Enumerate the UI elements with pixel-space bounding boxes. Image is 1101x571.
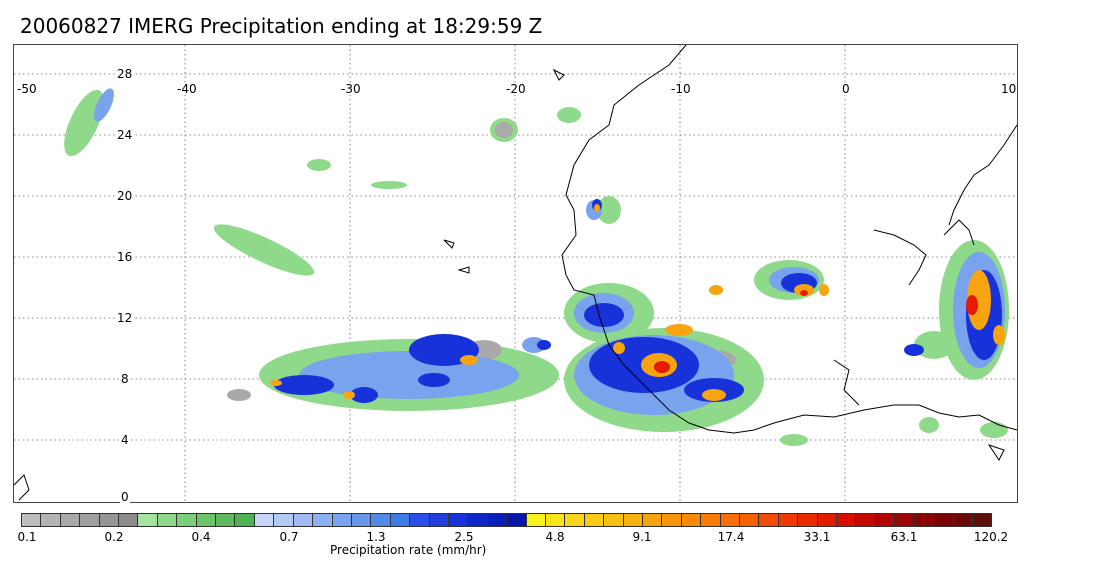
colorbar-swatch [662, 514, 682, 526]
colorbar-swatch [740, 514, 760, 526]
colorbar-swatch [429, 514, 449, 526]
colorbar-swatch [526, 514, 546, 526]
colorbar-swatch [390, 514, 411, 526]
lon-label: 10 [1000, 82, 1018, 96]
colorbar-tick-label: 0.2 [104, 530, 124, 544]
rain-extreme [654, 290, 978, 373]
colorbar-swatch [468, 514, 488, 526]
colorbar-tick-label: 33.1 [803, 530, 831, 544]
lat-label: 24 [116, 128, 134, 142]
colorbar-tick-label: 120.2 [973, 530, 1009, 544]
colorbar [21, 513, 992, 527]
colorbar-swatch [60, 514, 81, 526]
colorbar-swatch [138, 514, 158, 526]
colorbar-tick-label: 1.3 [366, 530, 386, 544]
colorbar-swatch [80, 514, 100, 526]
lat-label: 8 [120, 372, 130, 386]
lat-label: 16 [116, 250, 134, 264]
colorbar-label: Precipitation rate (mm/hr) [330, 543, 487, 557]
colorbar-tick-label: 9.1 [632, 530, 652, 544]
colorbar-tick-label: 0.1 [17, 530, 37, 544]
colorbar-swatch [351, 514, 372, 526]
lon-label: -30 [340, 82, 362, 96]
colorbar-swatch [720, 514, 741, 526]
colorbar-swatch [507, 514, 527, 526]
colorbar-swatch [817, 514, 838, 526]
precipitation-map: -50 -40 -30 -20 -10 0 10 28 24 20 16 12 … [13, 44, 1018, 503]
map-gridlines [14, 45, 1017, 502]
colorbar-swatch [837, 514, 857, 526]
colorbar-swatch [759, 514, 779, 526]
colorbar-tick-label: 0.4 [191, 530, 211, 544]
coastline [14, 45, 1017, 501]
colorbar-swatch [565, 514, 585, 526]
colorbar-swatch [177, 514, 197, 526]
colorbar-swatch [972, 514, 992, 526]
colorbar-swatch [235, 514, 255, 526]
colorbar-swatch [487, 514, 508, 526]
colorbar-swatch [41, 514, 61, 526]
colorbar-tick-label: 4.8 [545, 530, 565, 544]
colorbar-swatch [856, 514, 876, 526]
colorbar-swatch [293, 514, 314, 526]
colorbar-swatch [371, 514, 391, 526]
colorbar-swatch [798, 514, 818, 526]
lat-label: 4 [120, 433, 130, 447]
colorbar-swatch [99, 514, 120, 526]
colorbar-swatch [584, 514, 605, 526]
colorbar-swatch [681, 514, 702, 526]
colorbar-swatch [313, 514, 333, 526]
lon-label: -50 [16, 82, 38, 96]
lat-label: 20 [116, 189, 134, 203]
colorbar-swatch [254, 514, 275, 526]
chart-title: 20060827 IMERG Precipitation ending at 1… [20, 14, 543, 38]
colorbar-swatch [701, 514, 721, 526]
colorbar-tick-label: 17.4 [717, 530, 745, 544]
colorbar-swatch [410, 514, 430, 526]
colorbar-swatch [332, 514, 352, 526]
colorbar-tick-label: 0.7 [279, 530, 299, 544]
rain-fringe-light [64, 89, 1009, 446]
colorbar-swatch [604, 514, 624, 526]
colorbar-swatch [196, 514, 217, 526]
colorbar-tick-label: 63.1 [890, 530, 918, 544]
colorbar-swatch [875, 514, 896, 526]
lon-label: -40 [176, 82, 198, 96]
colorbar-tick-label: 2.5 [454, 530, 474, 544]
lon-label: -10 [670, 82, 692, 96]
colorbar-swatch [953, 514, 973, 526]
colorbar-swatch [778, 514, 799, 526]
lat-label: 0 [120, 490, 130, 504]
lon-label: -20 [505, 82, 527, 96]
colorbar-swatch [274, 514, 294, 526]
colorbar-swatch [157, 514, 178, 526]
lat-label: 28 [116, 67, 134, 81]
colorbar-swatch [934, 514, 954, 526]
colorbar-swatch [545, 514, 566, 526]
colorbar-swatch [448, 514, 469, 526]
colorbar-swatch [22, 514, 42, 526]
colorbar-swatch [914, 514, 935, 526]
colorbar-swatch [895, 514, 915, 526]
lat-label: 12 [116, 311, 134, 325]
colorbar-swatch [643, 514, 663, 526]
colorbar-swatch [119, 514, 139, 526]
lon-label: 0 [841, 82, 851, 96]
colorbar-swatch [216, 514, 236, 526]
colorbar-swatch [623, 514, 643, 526]
